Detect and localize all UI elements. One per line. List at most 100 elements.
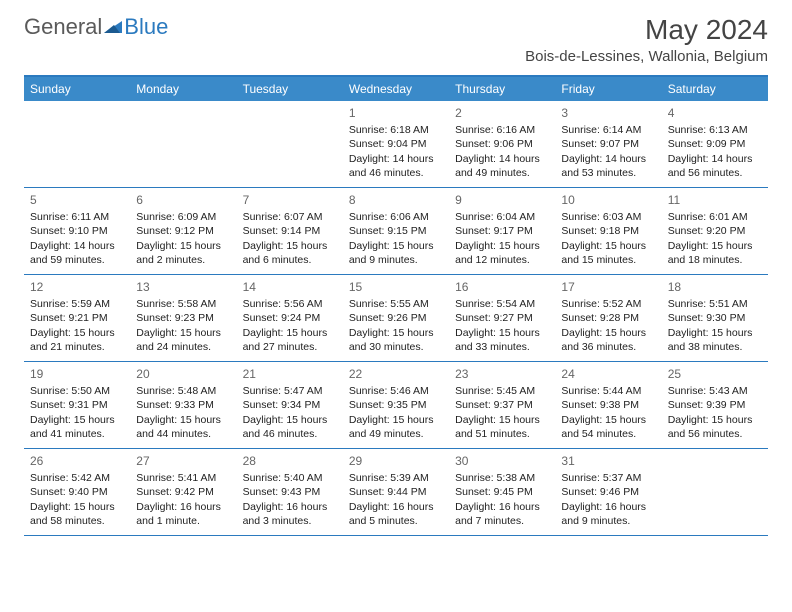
- day-daylight: Daylight: 15 hours and 54 minutes.: [561, 413, 655, 441]
- day-cell: [130, 101, 236, 187]
- day-sunset: Sunset: 9:23 PM: [136, 311, 230, 325]
- day-number: 7: [243, 192, 337, 208]
- day-cell: 30Sunrise: 5:38 AMSunset: 9:45 PMDayligh…: [449, 449, 555, 535]
- day-cell: 16 Sunrise: 5:54 AMSunset: 9:27 PMDayligh…: [449, 275, 555, 361]
- day-daylight: Daylight: 15 hours and 33 minutes.: [455, 326, 549, 354]
- day-number: 30: [455, 453, 549, 469]
- day-daylight: Daylight: 16 hours and 9 minutes.: [561, 500, 655, 528]
- day-sunset: Sunset: 9:09 PM: [668, 137, 762, 151]
- weeks-container: 1Sunrise: 6:18 AMSunset: 9:04 PMDaylight…: [24, 101, 768, 536]
- day-sunrise: Sunrise: 6:18 AM: [349, 123, 443, 137]
- day-sunset: Sunset: 9:20 PM: [668, 224, 762, 238]
- day-cell: 6Sunrise: 6:09 AMSunset: 9:12 PMDaylight…: [130, 188, 236, 274]
- day-daylight: Daylight: 15 hours and 56 minutes.: [668, 413, 762, 441]
- day-sunrise: Sunrise: 5:58 AM: [136, 297, 230, 311]
- day-cell: 1Sunrise: 6:18 AMSunset: 9:04 PMDaylight…: [343, 101, 449, 187]
- day-sunset: Sunset: 9:34 PM: [243, 398, 337, 412]
- day-daylight: Daylight: 15 hours and 12 minutes.: [455, 239, 549, 267]
- day-sunset: Sunset: 9:17 PM: [455, 224, 549, 238]
- weekday-cell: Tuesday: [237, 77, 343, 101]
- day-sunrise: Sunrise: 5:44 AM: [561, 384, 655, 398]
- day-number: 15: [349, 279, 443, 295]
- day-cell: 20Sunrise: 5:48 AMSunset: 9:33 PMDayligh…: [130, 362, 236, 448]
- day-cell: 15Sunrise: 5:55 AMSunset: 9:26 PMDayligh…: [343, 275, 449, 361]
- day-sunset: Sunset: 9:04 PM: [349, 137, 443, 151]
- day-cell: 29Sunrise: 5:39 AMSunset: 9:44 PMDayligh…: [343, 449, 449, 535]
- day-cell: 18Sunrise: 5:51 AMSunset: 9:30 PMDayligh…: [662, 275, 768, 361]
- day-cell: 4Sunrise: 6:13 AMSunset: 9:09 PMDaylight…: [662, 101, 768, 187]
- day-cell: 31Sunrise: 5:37 AMSunset: 9:46 PMDayligh…: [555, 449, 661, 535]
- day-sunset: Sunset: 9:31 PM: [30, 398, 124, 412]
- day-number: 24: [561, 366, 655, 382]
- day-sunrise: Sunrise: 5:51 AM: [668, 297, 762, 311]
- day-number: 14: [243, 279, 337, 295]
- day-daylight: Daylight: 15 hours and 46 minutes.: [243, 413, 337, 441]
- day-sunset: Sunset: 9:21 PM: [30, 311, 124, 325]
- day-sunrise: Sunrise: 6:06 AM: [349, 210, 443, 224]
- month-title: May 2024: [525, 14, 768, 46]
- day-number: 2: [455, 105, 549, 121]
- weekday-cell: Sunday: [24, 77, 130, 101]
- day-sunset: Sunset: 9:15 PM: [349, 224, 443, 238]
- day-daylight: Daylight: 15 hours and 9 minutes.: [349, 239, 443, 267]
- day-cell: 26Sunrise: 5:42 AMSunset: 9:40 PMDayligh…: [24, 449, 130, 535]
- day-sunset: Sunset: 9:24 PM: [243, 311, 337, 325]
- day-number: 25: [668, 366, 762, 382]
- day-cell: 7Sunrise: 6:07 AMSunset: 9:14 PMDaylight…: [237, 188, 343, 274]
- day-sunset: Sunset: 9:10 PM: [30, 224, 124, 238]
- logo-triangle-icon: [102, 19, 124, 35]
- day-sunrise: Sunrise: 5:56 AM: [243, 297, 337, 311]
- day-cell: 5Sunrise: 6:11 AMSunset: 9:10 PMDaylight…: [24, 188, 130, 274]
- day-cell: 3Sunrise: 6:14 AMSunset: 9:07 PMDaylight…: [555, 101, 661, 187]
- day-sunrise: Sunrise: 5:46 AM: [349, 384, 443, 398]
- day-cell: 8Sunrise: 6:06 AMSunset: 9:15 PMDaylight…: [343, 188, 449, 274]
- day-number: 16: [455, 279, 549, 295]
- day-sunrise: Sunrise: 6:09 AM: [136, 210, 230, 224]
- day-cell: 17Sunrise: 5:52 AMSunset: 9:28 PMDayligh…: [555, 275, 661, 361]
- title-block: May 2024 Bois-de-Lessines, Wallonia, Bel…: [525, 14, 768, 65]
- day-cell: 25Sunrise: 5:43 AMSunset: 9:39 PMDayligh…: [662, 362, 768, 448]
- day-cell: 10Sunrise: 6:03 AMSunset: 9:18 PMDayligh…: [555, 188, 661, 274]
- day-sunrise: Sunrise: 6:11 AM: [30, 210, 124, 224]
- day-daylight: Daylight: 14 hours and 49 minutes.: [455, 152, 549, 180]
- day-sunrise: Sunrise: 5:52 AM: [561, 297, 655, 311]
- day-number: 4: [668, 105, 762, 121]
- day-sunrise: Sunrise: 6:03 AM: [561, 210, 655, 224]
- day-sunrise: Sunrise: 5:50 AM: [30, 384, 124, 398]
- day-daylight: Daylight: 16 hours and 1 minute.: [136, 500, 230, 528]
- day-sunrise: Sunrise: 5:43 AM: [668, 384, 762, 398]
- day-sunrise: Sunrise: 6:07 AM: [243, 210, 337, 224]
- day-sunset: Sunset: 9:28 PM: [561, 311, 655, 325]
- day-number: 28: [243, 453, 337, 469]
- day-sunset: Sunset: 9:12 PM: [136, 224, 230, 238]
- day-number: 29: [349, 453, 443, 469]
- week-row: 19Sunrise: 5:50 AMSunset: 9:31 PMDayligh…: [24, 362, 768, 449]
- day-daylight: Daylight: 14 hours and 53 minutes.: [561, 152, 655, 180]
- day-number: 17: [561, 279, 655, 295]
- header: General Blue May 2024 Bois-de-Lessines, …: [0, 0, 792, 69]
- day-sunrise: Sunrise: 6:01 AM: [668, 210, 762, 224]
- week-row: 12 Sunrise: 5:59 AMSunset: 9:21 PM Dayligh…: [24, 275, 768, 362]
- week-row: 5 Sunrise: 6:11 AMSunset: 9:10 PM Daylight…: [24, 188, 768, 275]
- day-sunrise: Sunrise: 5:41 AM: [136, 471, 230, 485]
- day-sunrise: Sunrise: 5:45 AM: [455, 384, 549, 398]
- day-number: 11: [668, 192, 762, 208]
- day-sunset: Sunset: 9:07 PM: [561, 137, 655, 151]
- day-sunset: Sunset: 9:27 PM: [455, 311, 549, 325]
- weekday-cell: Monday: [130, 77, 236, 101]
- day-sunrise: Sunrise: 6:14 AM: [561, 123, 655, 137]
- day-sunrise: Sunrise: 5:42 AM: [30, 471, 124, 485]
- day-sunrise: Sunrise: 5:48 AM: [136, 384, 230, 398]
- day-sunset: Sunset: 9:45 PM: [455, 485, 549, 499]
- day-number: 5: [30, 192, 124, 208]
- day-daylight: Daylight: 15 hours and 38 minutes.: [668, 326, 762, 354]
- day-sunset: Sunset: 9:42 PM: [136, 485, 230, 499]
- day-sunrise: Sunrise: 5:54 AM: [455, 297, 549, 311]
- day-number: 27: [136, 453, 230, 469]
- day-sunset: Sunset: 9:43 PM: [243, 485, 337, 499]
- day-daylight: Daylight: 15 hours and 58 minutes.: [30, 500, 124, 528]
- day-number: 12: [30, 279, 124, 295]
- weekday-cell: Wednesday: [343, 77, 449, 101]
- day-number: 9: [455, 192, 549, 208]
- day-sunrise: Sunrise: 5:59 AM: [30, 297, 124, 311]
